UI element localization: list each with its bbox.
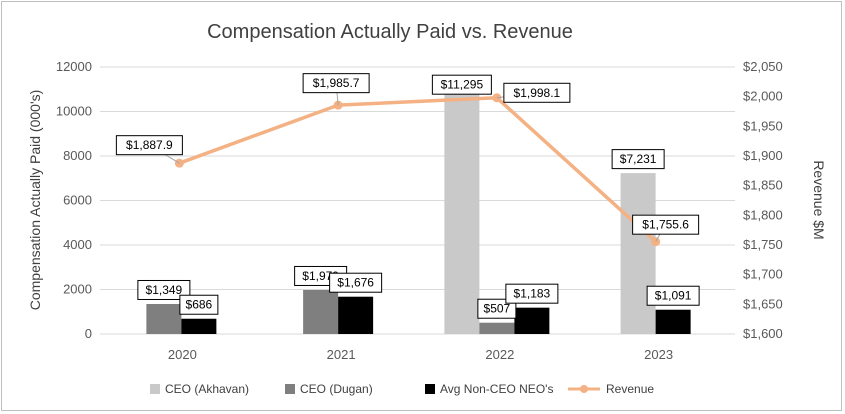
bar	[146, 303, 182, 334]
data-label-text: $1,998.1	[514, 86, 561, 100]
data-label-box	[503, 82, 571, 103]
bar	[620, 173, 656, 334]
bar	[444, 82, 480, 334]
data-label-text: $1,985.7	[313, 76, 360, 90]
bar-data-label: $686	[179, 294, 219, 315]
y2-tick-label: $2,050	[743, 59, 783, 74]
y2-tick-label: $1,600	[743, 326, 783, 341]
data-label-box	[137, 279, 191, 300]
legend-marker	[580, 385, 588, 393]
data-labels-group: $1,349$686$1,979$1,676$11,295$507$1,183$…	[115, 73, 700, 319]
data-label-text: $1,091	[655, 289, 692, 303]
revenue-data-label: $1,887.9	[115, 135, 183, 156]
legend-label: CEO (Akhavan)	[165, 382, 249, 396]
bar-data-label: $7,231	[611, 149, 665, 170]
legend-swatch	[150, 384, 160, 394]
axes-group: 0 2000 4000 6000 8000 10000 12000 $1,600 $1,650 $…	[56, 59, 783, 362]
data-label-text: $1,755.6	[642, 218, 689, 232]
data-label-text: $7,231	[620, 152, 657, 166]
revenue-data-label: $1,998.1	[503, 82, 571, 103]
legend-swatch	[285, 384, 295, 394]
x-tick-label: 2023	[644, 347, 673, 362]
bar	[338, 296, 374, 334]
x-tick-label: 2022	[485, 347, 514, 362]
y2-tick-label: $2,000	[743, 89, 783, 104]
data-label-box	[611, 149, 665, 170]
data-label-box	[646, 285, 700, 306]
data-label-box	[115, 135, 183, 156]
data-label-text: $1,349	[146, 283, 183, 297]
data-label-box	[179, 294, 219, 315]
data-label-text: $507	[484, 302, 511, 316]
legend: CEO (Akhavan) CEO (Dugan) Avg Non-CEO NEO'…	[150, 382, 654, 396]
y-tick-label: 12000	[56, 59, 92, 74]
bar	[303, 289, 339, 334]
data-label-box	[505, 283, 559, 304]
y2-tick-label: $1,750	[743, 237, 783, 252]
y-tick-label: 0	[85, 326, 92, 341]
data-label-text: $686	[186, 298, 213, 312]
chart-title: Compensation Actually Paid vs. Revenue	[207, 21, 573, 43]
revenue-data-label: $1,985.7	[302, 73, 370, 94]
bar	[514, 307, 550, 334]
legend-label: Avg Non-CEO NEO's	[440, 382, 553, 396]
data-label-text: $1,676	[337, 276, 374, 290]
y-tick-label: 2000	[63, 282, 92, 297]
legend-label: Revenue	[606, 382, 654, 396]
data-label-text: $1,887.9	[126, 138, 173, 152]
legend-label: CEO (Dugan)	[300, 382, 373, 396]
bar-data-label: $1,349	[137, 279, 191, 300]
y2-tick-label: $1,800	[743, 207, 783, 222]
bars-group	[146, 82, 691, 334]
data-label-box	[302, 73, 370, 94]
bar-data-label: $1,091	[646, 285, 700, 306]
bar	[479, 322, 515, 334]
revenue-line-group	[174, 93, 661, 247]
y2-axis-title: Revenue $M	[811, 160, 827, 239]
x-tick-label: 2021	[327, 347, 356, 362]
revenue-line	[178, 96, 657, 243]
revenue-data-label: $1,755.6	[632, 214, 700, 235]
bar-data-label: $1,183	[505, 283, 559, 304]
data-label-box	[632, 214, 700, 235]
data-label-box	[329, 272, 383, 293]
y2-tick-label: $1,650	[743, 296, 783, 311]
y2-tick-label: $1,900	[743, 148, 783, 163]
y-tick-label: 4000	[63, 237, 92, 252]
data-label-box	[431, 74, 492, 95]
y-tick-label: 6000	[63, 193, 92, 208]
bar-data-label: $507	[477, 298, 517, 319]
bar	[181, 318, 217, 334]
bar	[655, 309, 691, 334]
y2-tick-label: $1,950	[743, 118, 783, 133]
bar-data-label: $1,676	[329, 272, 383, 293]
x-tick-label: 2020	[168, 347, 197, 362]
y2-tick-label: $1,850	[743, 178, 783, 193]
y-axis-title: Compensation Actually Paid (000's)	[27, 90, 43, 311]
legend-swatch	[425, 384, 435, 394]
y-tick-label: 10000	[56, 104, 92, 119]
data-label-text: $1,183	[514, 287, 551, 301]
y2-tick-label: $1,700	[743, 267, 783, 282]
bar-data-label: $11,295	[431, 74, 492, 95]
data-label-box	[477, 298, 517, 319]
data-label-text: $11,295	[441, 78, 484, 92]
y-tick-label: 8000	[63, 148, 92, 163]
